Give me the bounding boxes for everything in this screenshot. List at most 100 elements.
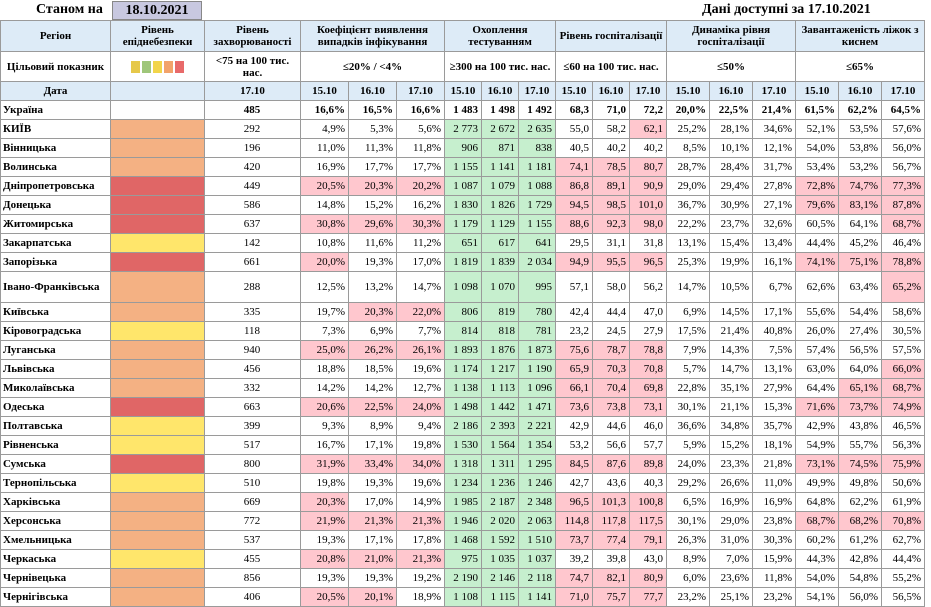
region-row[interactable]: Полтавська 399 9,3% 8,9% 9,4% 2 186 2 393 2 221…	[0, 416, 925, 436]
beds-value: 30,5%	[881, 321, 925, 341]
coef-value: 30,3%	[396, 214, 445, 234]
dyn-value: 36,7%	[666, 195, 710, 215]
region-row[interactable]: Івано-Франківська 288 12,5% 13,2% 14,7% 1 098…	[0, 271, 925, 303]
region-row[interactable]: Чернігівська 406 20,5% 20,1% 18,9% 1 108 1 115…	[0, 587, 925, 607]
hosp-value: 70,3	[592, 359, 630, 379]
epi-level	[110, 321, 205, 341]
region-row[interactable]: Дніпропетровська 449 20,5% 20,3% 20,2% 1 087 1…	[0, 176, 925, 196]
beds-value: 44,3%	[795, 549, 839, 569]
dyn-value: 13,1%	[666, 233, 710, 253]
testing-value: 1 087	[444, 176, 482, 196]
dyn-value: 23,7%	[709, 214, 753, 234]
dyn-value: 12,1%	[752, 138, 796, 158]
col-coef: Коефіцієнт виявлення випадків інфікуванн…	[300, 20, 445, 52]
dyn-value: 29,0%	[709, 511, 753, 531]
coef-value: 16,6%	[300, 100, 349, 120]
as-of-date[interactable]: 18.10.2021	[112, 1, 202, 20]
region-row[interactable]: КИЇВ 292 4,9% 5,3% 5,6% 2 773 2 672 2 635 55,0 58…	[0, 119, 925, 139]
beds-value: 64,0%	[838, 359, 882, 379]
region-row[interactable]: Тернопільська 510 19,8% 19,3% 19,6% 1 234 1 23…	[0, 473, 925, 493]
region-row[interactable]: Донецька 586 14,8% 15,2% 16,2% 1 830 1 826 1 72…	[0, 195, 925, 215]
hosp-value: 40,2	[592, 138, 630, 158]
testing-value: 2 118	[518, 568, 556, 588]
hosp-value: 56,2	[629, 271, 667, 303]
coef-value: 7,3%	[300, 321, 349, 341]
coef-value: 20,2%	[396, 176, 445, 196]
incidence-value: 292	[204, 119, 301, 139]
testing-value: 995	[518, 271, 556, 303]
region-row[interactable]: Одеська 663 20,6% 22,5% 24,0% 1 498 1 442 1 471…	[0, 397, 925, 417]
epi-level	[110, 138, 205, 158]
region-name: Херсонська	[0, 511, 111, 531]
region-name: Івано-Франківська	[0, 271, 111, 303]
testing-value: 1 510	[518, 530, 556, 550]
epi-level	[110, 195, 205, 215]
region-row[interactable]: Сумська 800 31,9% 33,4% 34,0% 1 318 1 311 1 295…	[0, 454, 925, 474]
dyn-value: 27,9%	[752, 378, 796, 398]
region-row[interactable]: Черкаська 455 20,8% 21,0% 21,3% 975 1 035 1 037…	[0, 549, 925, 569]
coef-value: 17,1%	[348, 435, 397, 455]
dyn-value: 6,5%	[666, 492, 710, 512]
dyn-value: 19,9%	[709, 252, 753, 272]
beds-value: 52,1%	[795, 119, 839, 139]
testing-value: 781	[518, 321, 556, 341]
region-name: Полтавська	[0, 416, 111, 436]
region-row[interactable]: Херсонська 772 21,9% 21,3% 21,3% 1 946 2 020 2 …	[0, 511, 925, 531]
dyn-value: 28,4%	[709, 157, 753, 177]
region-name: Рівненська	[0, 435, 111, 455]
region-name: Вінницька	[0, 138, 111, 158]
region-row[interactable]: Харківська 669 20,3% 17,0% 14,9% 1 985 2 187 2 …	[0, 492, 925, 512]
dyn-value: 26,3%	[666, 530, 710, 550]
legend-swatch	[142, 60, 151, 73]
coef-value: 30,8%	[300, 214, 349, 234]
beds-value: 62,2%	[838, 100, 882, 120]
region-name: Запорізька	[0, 252, 111, 272]
region-row[interactable]: Хмельницька 537 19,3% 17,1% 17,8% 1 468 1 592 1…	[0, 530, 925, 550]
epi-level	[110, 416, 205, 436]
region-row[interactable]: Чернівецька 856 19,3% 19,3% 19,2% 2 190 2 146 2…	[0, 568, 925, 588]
hosp-value: 96,5	[555, 492, 593, 512]
hosp-value: 88,6	[555, 214, 593, 234]
dyn-value: 6,7%	[752, 271, 796, 303]
testing-value: 1 471	[518, 397, 556, 417]
testing-value: 1 115	[481, 587, 519, 607]
region-row[interactable]: Миколаївська 332 14,2% 14,2% 12,7% 1 138 1 113…	[0, 378, 925, 398]
epi-level	[110, 587, 205, 607]
dyn-value: 29,2%	[666, 473, 710, 493]
beds-value: 56,0%	[881, 138, 925, 158]
testing-value: 1 492	[518, 100, 556, 120]
region-row[interactable]: Рівненська 517 16,7% 17,1% 19,8% 1 530 1 564 1 …	[0, 435, 925, 455]
dyn-value: 24,0%	[666, 454, 710, 474]
coef-value: 17,0%	[396, 252, 445, 272]
region-name: Волинська	[0, 157, 111, 177]
incidence-value: 772	[204, 511, 301, 531]
region-name: Сумська	[0, 454, 111, 474]
incidence-value: 637	[204, 214, 301, 234]
region-row[interactable]: Закарпатська 142 10,8% 11,6% 11,2% 651 617 641 2…	[0, 233, 925, 253]
beds-value: 60,2%	[795, 530, 839, 550]
region-row[interactable]: Вінницька 196 11,0% 11,3% 11,8% 906 871 838 40,5…	[0, 138, 925, 158]
testing-value: 1 141	[518, 587, 556, 607]
testing-value: 838	[518, 138, 556, 158]
region-row[interactable]: Житомирська 637 30,8% 29,6% 30,3% 1 179 1 129 1…	[0, 214, 925, 234]
dyn-value: 7,5%	[752, 340, 796, 360]
legend-swatch	[131, 60, 140, 73]
hosp-value: 89,1	[592, 176, 630, 196]
hosp-value: 71,0	[555, 587, 593, 607]
region-row[interactable]: Львівська 456 18,8% 18,5% 19,6% 1 174 1 217 1 1…	[0, 359, 925, 379]
region-row[interactable]: Волинська 420 16,9% 17,7% 17,7% 1 155 1 141 1 1…	[0, 157, 925, 177]
coef-value: 8,9%	[348, 416, 397, 436]
region-row[interactable]: Луганська 940 25,0% 26,2% 26,1% 1 893 1 876 1 8…	[0, 340, 925, 360]
coef-value: 11,8%	[396, 138, 445, 158]
dyn-value: 23,2%	[752, 587, 796, 607]
hosp-value: 42,7	[555, 473, 593, 493]
region-row[interactable]: Київська 335 19,7% 20,3% 22,0% 806 819 780 42,4 4…	[0, 302, 925, 322]
coef-value: 11,2%	[396, 233, 445, 253]
region-row[interactable]: Кіровоградська 118 7,3% 6,9% 7,7% 814 818 781 23…	[0, 321, 925, 341]
dyn-value: 35,7%	[752, 416, 796, 436]
dyn-value: 8,9%	[666, 549, 710, 569]
coef-value: 20,6%	[300, 397, 349, 417]
coef-value: 9,4%	[396, 416, 445, 436]
region-row[interactable]: Запорізька 661 20,0% 19,3% 17,0% 1 819 1 839 2 …	[0, 252, 925, 272]
coef-value: 19,6%	[396, 359, 445, 379]
